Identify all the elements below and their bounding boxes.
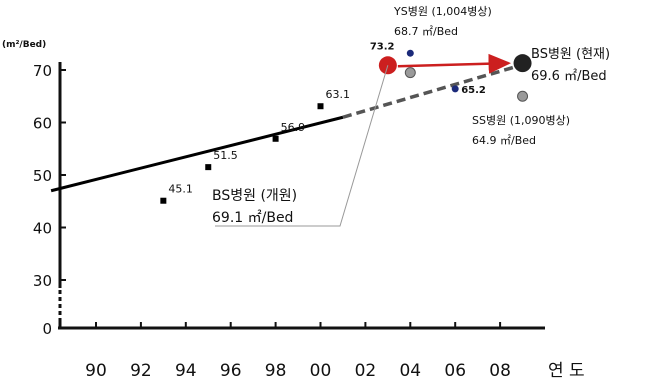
ys-marker xyxy=(406,49,414,57)
bs-now-name: BS병원 (현재) xyxy=(531,47,610,62)
ys-name: YS병원 (1,004병상) xyxy=(393,5,492,18)
ss-value: 64.9 ㎡/Bed xyxy=(472,134,536,147)
data-point-label: 45.1 xyxy=(168,183,193,196)
annotations: 73.2 65.2 YS병원 (1,004병상) 68.7 ㎡/Bed BS병원 (현재… xyxy=(212,5,610,227)
bs-now-marker xyxy=(513,54,532,73)
data-point xyxy=(317,103,324,110)
x-axis-suffix: 연 도 xyxy=(548,361,585,381)
growth-arrow xyxy=(397,53,512,74)
y-tick-label: 50 xyxy=(33,167,52,185)
data-point xyxy=(272,135,279,142)
x-tick-label: 06 xyxy=(444,361,466,381)
x-tick-label: 92 xyxy=(130,361,152,381)
trend-line-solid xyxy=(50,115,344,193)
ys-value: 68.7 ㎡/Bed xyxy=(394,25,458,38)
ss-name: SS병원 (1,090병상) xyxy=(472,114,570,127)
data-point xyxy=(160,197,167,204)
bs-open-name: BS병원 (개원) xyxy=(212,188,297,204)
trend-line-dashed xyxy=(342,63,524,119)
data-point-label: 63.1 xyxy=(326,88,351,101)
y-tick-label: 70 xyxy=(33,62,52,80)
data-points: 45.1 51.5 56.9 63.1 xyxy=(160,88,350,204)
bs-open-value-label: 73.2 xyxy=(370,41,395,52)
x-tick-label: 08 xyxy=(489,361,511,381)
y-tick-label: 30 xyxy=(33,272,52,290)
ss-marker xyxy=(451,85,459,93)
axes: (m²/Bed) 0 30 40 50 60 70 90 92 94 96 98 00 02 04 06 08 연… xyxy=(2,40,585,381)
x-tick-label: 96 xyxy=(220,361,242,381)
callout-connector xyxy=(215,65,389,227)
y-tick-label: 0 xyxy=(42,320,52,338)
bs-open-value: 69.1 ㎡/Bed xyxy=(212,210,293,226)
ys-reference-marker xyxy=(404,67,416,79)
ss-value-label: 65.2 xyxy=(461,85,486,96)
data-point-label: 56.9 xyxy=(281,121,306,134)
x-tick-label: 98 xyxy=(265,361,287,381)
x-tick-label: 02 xyxy=(355,361,377,381)
data-point-label: 51.5 xyxy=(213,149,238,162)
hospital-markers xyxy=(378,49,532,102)
y-unit-label: (m²/Bed) xyxy=(2,40,46,50)
y-tick-label: 40 xyxy=(33,220,52,238)
data-point xyxy=(205,164,212,171)
x-tick-label: 94 xyxy=(175,361,197,381)
bs-now-value: 69.6 ㎡/Bed xyxy=(531,69,607,84)
x-tick-label: 90 xyxy=(85,361,107,381)
ss-reference-marker xyxy=(517,90,529,102)
y-tick-label: 60 xyxy=(33,115,52,133)
x-tick-label: 00 xyxy=(310,361,332,381)
x-tick-label: 04 xyxy=(399,361,421,381)
